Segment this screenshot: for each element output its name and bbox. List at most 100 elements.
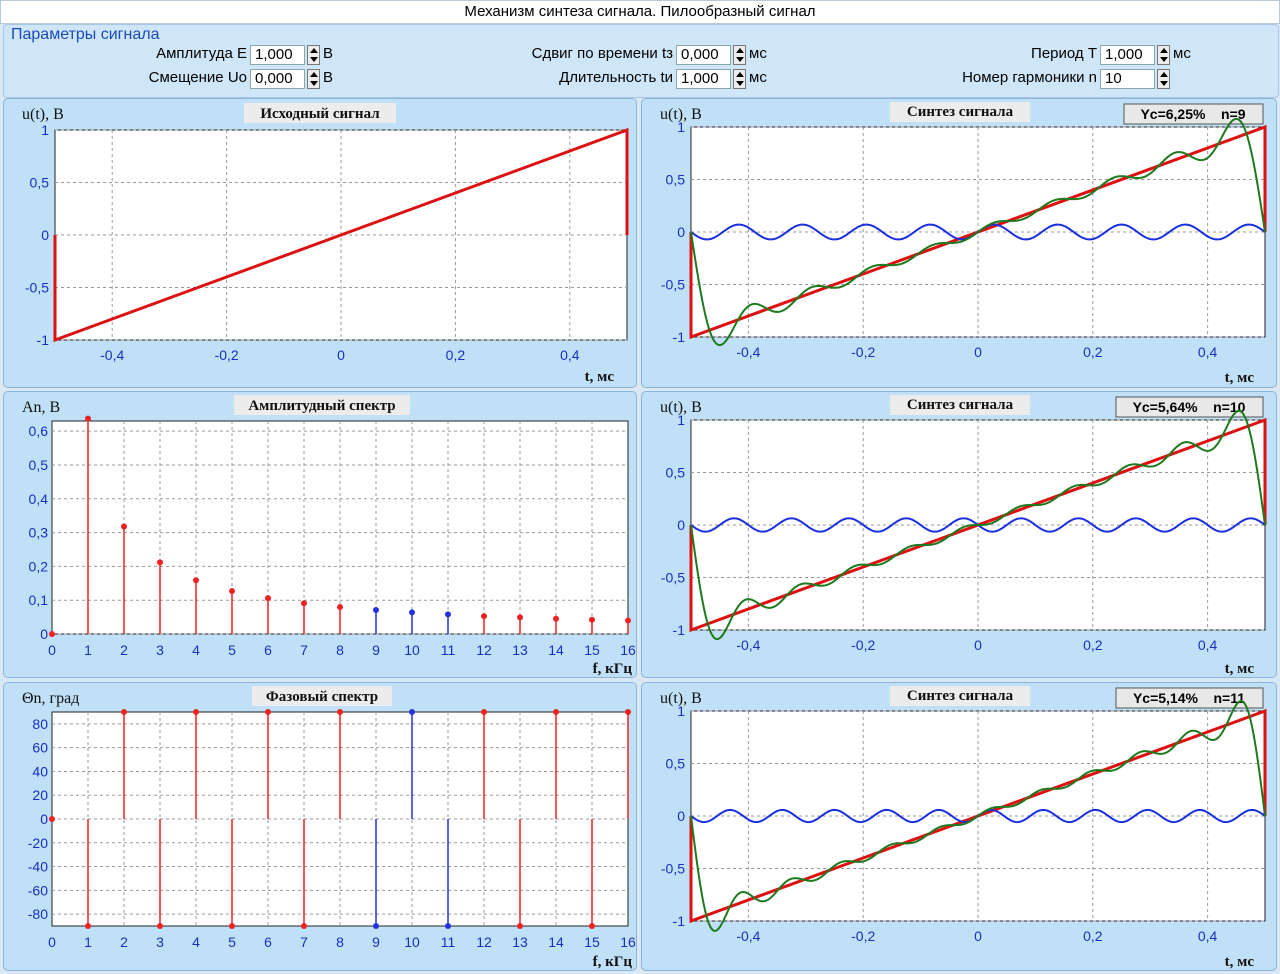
harmonic-spinner[interactable] (1157, 69, 1170, 89)
y-tick-label: -0,5 (661, 570, 685, 586)
spectrum-point (445, 611, 451, 618)
y-tick-label: 0,5 (30, 175, 50, 191)
chart-title-bg (890, 102, 1030, 122)
spectrum-point (481, 613, 487, 620)
error-badge: Yc=5,64% n=10 (1133, 399, 1246, 415)
y-tick-label: 0,5 (666, 172, 686, 188)
x-tick-label: 14 (548, 934, 564, 950)
x-tick-label: 9 (372, 642, 380, 658)
x-tick-label: 12 (476, 934, 492, 950)
x-tick-label: 13 (512, 642, 528, 658)
y-tick-label: 0,5 (666, 465, 686, 481)
y-tick-label: 0,5 (666, 756, 686, 772)
x-tick-label: 0,4 (1198, 637, 1218, 653)
chart-title: Амплитудный спектр (248, 398, 395, 414)
x-tick-label: 0 (974, 344, 982, 360)
y-tick-label: 0 (40, 626, 48, 642)
x-tick-label: 6 (264, 642, 272, 658)
time-shift-unit: мс (749, 45, 767, 62)
chart-title: Синтез сигнала (907, 397, 1014, 413)
spectrum-point (193, 577, 199, 584)
spectrum-point (157, 923, 163, 929)
period-unit: мс (1173, 45, 1191, 62)
harmonic-field[interactable] (1100, 69, 1155, 89)
x-tick-label: 0,2 (1083, 344, 1103, 360)
spectrum-point (265, 595, 271, 602)
synthesis-panel-n9: u(t), В Синтез сигнала Yc=6,25% n=9 t, м… (641, 98, 1277, 388)
y-tick-label: 0,2 (29, 558, 49, 574)
x-tick-label: 2 (120, 934, 128, 950)
spectrum-point (517, 923, 523, 929)
x-tick-label: -0,4 (736, 928, 760, 944)
x-tick-label: 5 (228, 642, 236, 658)
x-tick-label: -0,4 (736, 344, 760, 360)
error-badge: Yc=6,25% n=9 (1140, 106, 1245, 122)
x-tick-label: 0,4 (1198, 928, 1218, 944)
duration-spinner[interactable] (733, 69, 746, 89)
y-tick-label: 1 (41, 122, 49, 138)
period-spinner[interactable] (1157, 45, 1170, 65)
x-tick-label: -0,4 (736, 637, 760, 653)
x-tick-label: 8 (336, 934, 344, 950)
synthesis-chart-n9: u(t), В Синтез сигнала Yc=6,25% n=9 t, м… (660, 102, 1267, 386)
y-tick-label: -1 (673, 913, 686, 929)
period-label: Период T (1031, 45, 1097, 62)
y-tick-label: -20 (28, 835, 48, 851)
x-tick-label: 7 (300, 642, 308, 658)
error-badge-bg (1123, 103, 1264, 125)
spectrum-point (553, 615, 559, 622)
x-tick-label: 0 (974, 637, 982, 653)
period-field[interactable] (1100, 45, 1155, 65)
spectrum-point (373, 923, 379, 929)
error-badge: Yc=5,14% n=11 (1133, 690, 1245, 706)
offset-field[interactable] (250, 69, 305, 89)
x-tick-label: 0,2 (1083, 928, 1103, 944)
y-tick-label: -0,5 (661, 861, 685, 877)
time-shift-field[interactable] (676, 45, 731, 65)
x-tick-label: 7 (300, 934, 308, 950)
x-tick-label: 1 (84, 642, 92, 658)
harmonic-label: Номер гармоники n (962, 69, 1097, 86)
spectrum-point (589, 923, 595, 929)
x-tick-label: 0 (974, 928, 982, 944)
x-tick-label: 4 (192, 642, 200, 658)
x-tick-label: 10 (404, 934, 420, 950)
y-tick-label: -0,5 (25, 280, 49, 296)
y-tick-label: 80 (32, 716, 48, 732)
spectrum-point (301, 600, 307, 607)
offset-spinner[interactable] (307, 69, 320, 89)
x-axis-label: t, мс (1225, 661, 1255, 677)
x-tick-label: 5 (228, 934, 236, 950)
fourier-sum-line (690, 409, 1266, 641)
y-tick-label: -1 (673, 622, 686, 638)
synthesis-panel-n10: u(t), В Синтез сигнала Yc=5,64% n=10 t, … (641, 391, 1277, 678)
source-signal-panel: u(t), В Исходный сигнал t, мс -0,4 -0,2 0 0… (3, 98, 637, 388)
y-axis-label: u(t), В (22, 106, 64, 123)
y-tick-label: 0,3 (29, 525, 49, 541)
x-tick-label: -0,2 (851, 928, 875, 944)
time-shift-spinner[interactable] (733, 45, 746, 65)
duration-field[interactable] (676, 69, 731, 89)
fourier-sum-line (690, 117, 1266, 347)
x-tick-label: -0,4 (100, 347, 124, 363)
amplitude-field[interactable] (250, 45, 305, 65)
spectrum-point (553, 709, 559, 715)
x-tick-label: 16 (620, 642, 636, 658)
params-group-title: Параметры сигнала (11, 26, 160, 43)
amplitude-spinner[interactable] (307, 45, 320, 65)
y-tick-label: -1 (673, 329, 686, 345)
y-tick-label: 0,5 (29, 457, 49, 473)
spectrum-point (625, 709, 631, 715)
y-tick-label: 0 (41, 227, 49, 243)
chart-title-bg (890, 686, 1030, 706)
fourier-sum-line (690, 700, 1266, 932)
x-tick-label: 0 (48, 642, 56, 658)
y-tick-label: -60 (28, 882, 48, 898)
x-tick-label: 0,2 (1083, 637, 1103, 653)
spectrum-point (229, 923, 235, 929)
error-badge-bg (1115, 396, 1264, 418)
spectrum-point (337, 603, 343, 610)
synthesis-panel-n11: u(t), В Синтез сигнала Yc=5,14% n=11 t, … (641, 682, 1277, 971)
